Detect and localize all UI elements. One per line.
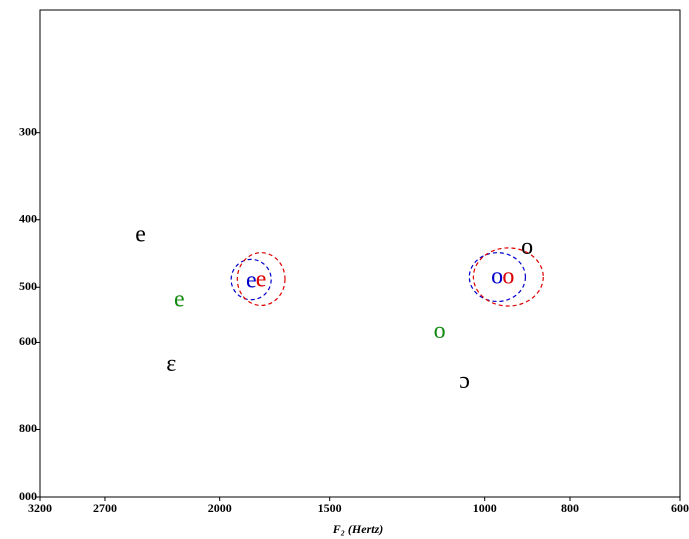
sd-ellipse bbox=[230, 258, 272, 301]
x-tick-label: 1000 bbox=[473, 501, 497, 515]
sd-ellipse bbox=[472, 247, 544, 307]
vowel-symbol: o bbox=[521, 234, 533, 260]
y-tick-label: 600 bbox=[19, 334, 37, 348]
x-tick-label: 3200 bbox=[28, 501, 52, 515]
sd-ellipse bbox=[236, 252, 286, 307]
vowel-symbol: ɔ bbox=[459, 368, 470, 394]
vowel-symbol: e bbox=[256, 267, 267, 293]
y-tick-label: 400 bbox=[19, 211, 37, 225]
vowel-symbol: o bbox=[502, 264, 514, 290]
vowel-symbol: o bbox=[434, 318, 446, 344]
y-tick-label: 000 bbox=[19, 489, 37, 503]
x-axis-label: F₂ (Hertz) bbox=[332, 522, 384, 536]
sd-ellipse bbox=[468, 252, 527, 303]
y-tick-label: 500 bbox=[19, 279, 37, 293]
x-tick-label: 2700 bbox=[93, 501, 117, 515]
vowel-symbol: ɛ bbox=[166, 351, 176, 377]
vowel-symbol: e bbox=[246, 267, 257, 293]
vowel-symbol: e bbox=[174, 286, 185, 312]
vowel-symbol: e bbox=[135, 221, 146, 247]
vowel-symbol: o bbox=[491, 264, 503, 290]
x-tick-label: 2000 bbox=[208, 501, 232, 515]
y-tick-label: 300 bbox=[19, 124, 37, 138]
x-tick-label: 800 bbox=[561, 501, 579, 515]
y-tick-label: 800 bbox=[19, 421, 37, 435]
x-tick-label: 1500 bbox=[318, 501, 342, 515]
x-tick-label: 600 bbox=[671, 501, 689, 515]
plot-frame bbox=[39, 9, 681, 498]
